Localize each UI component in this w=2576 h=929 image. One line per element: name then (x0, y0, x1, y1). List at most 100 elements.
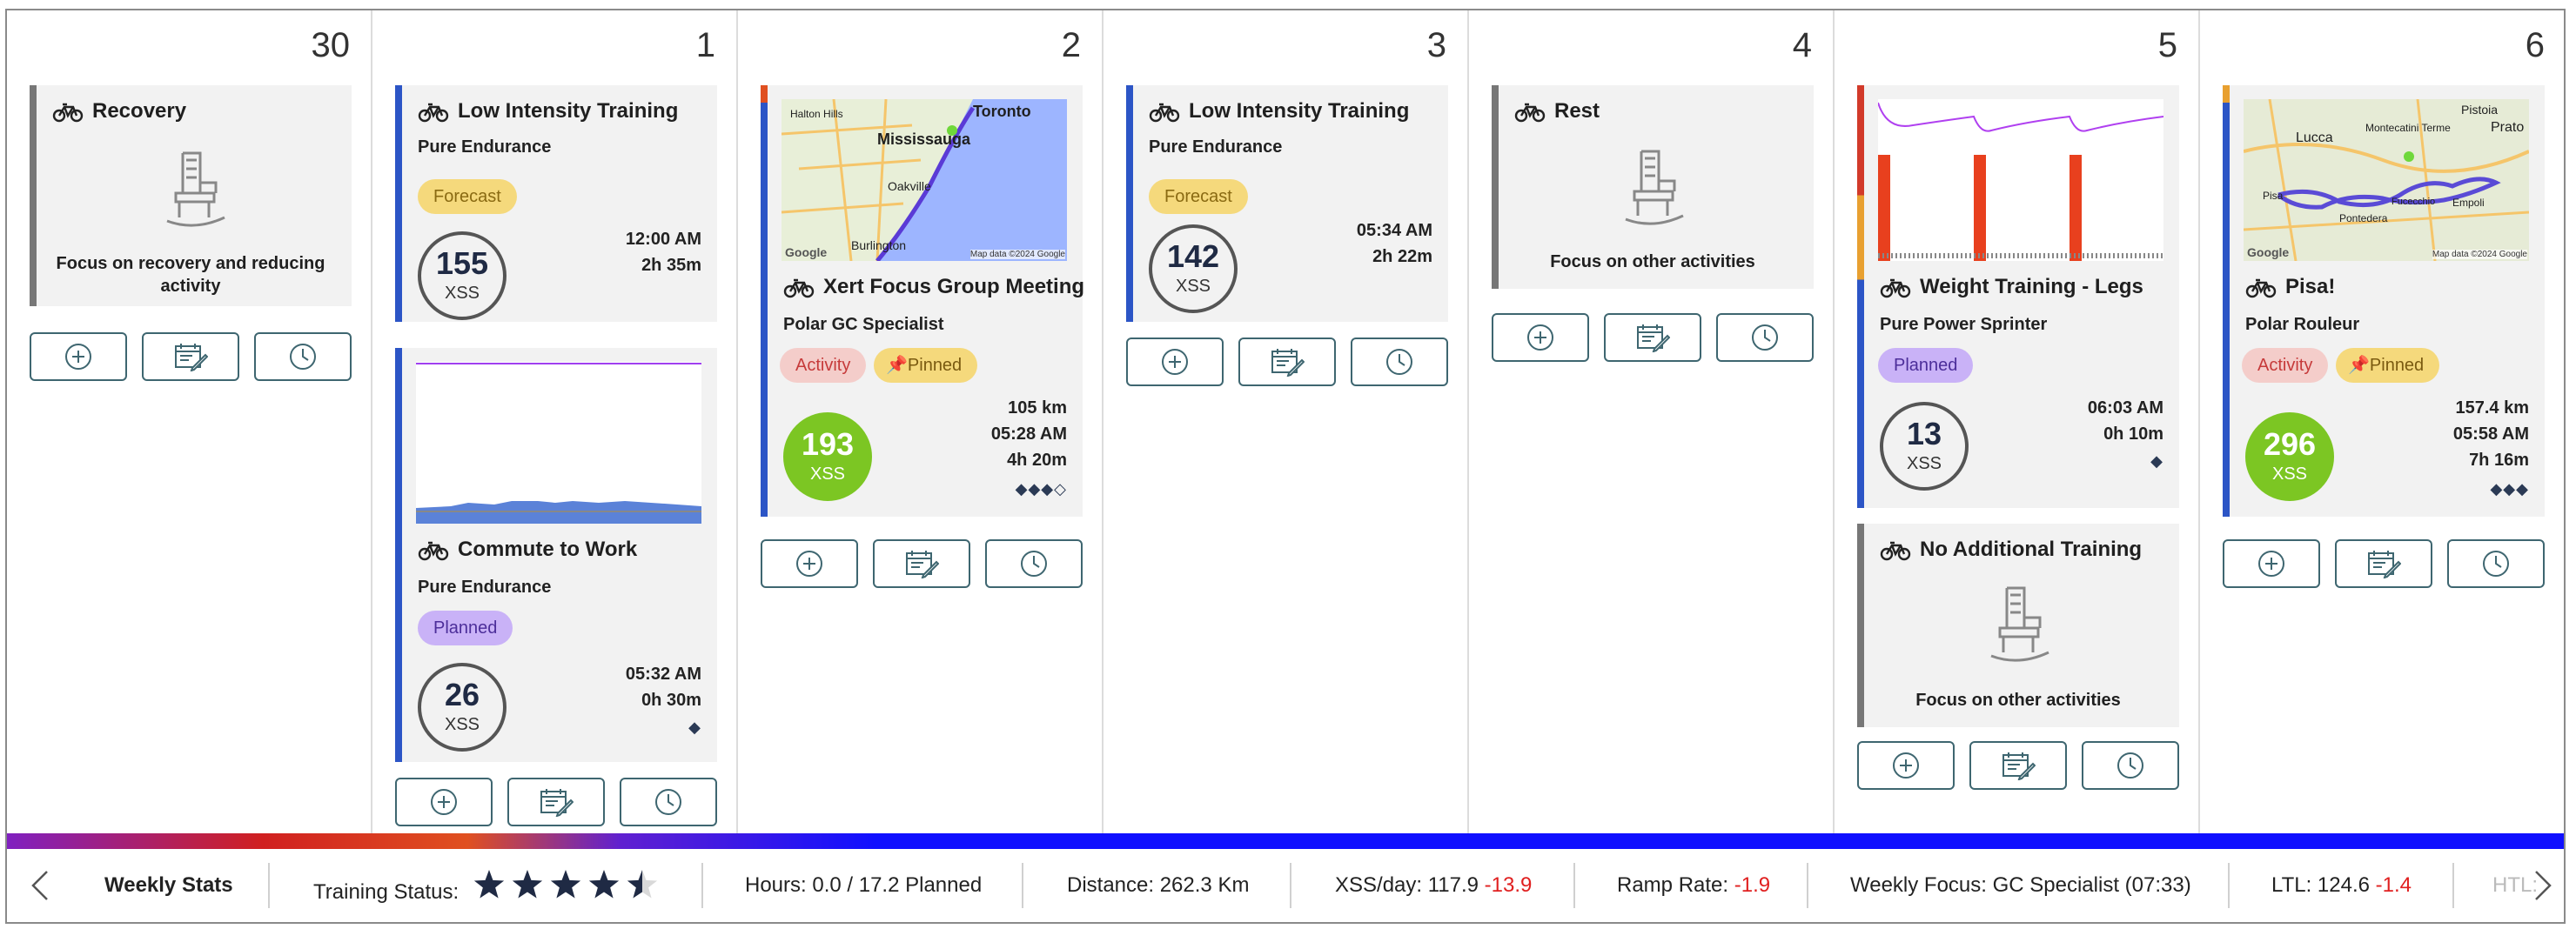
edit-plan-button[interactable] (1604, 313, 1701, 362)
card-title: No Additional Training (1880, 538, 2142, 562)
plus-circle-icon (1162, 349, 1188, 375)
card-title-text: Low Intensity Training (1189, 99, 1410, 123)
workout-card-commute[interactable]: Commute to Work Pure Endurance Planned 2… (395, 348, 717, 762)
map-label: Toronto (973, 103, 1031, 120)
card-title: Weight Training - Legs (1880, 275, 2143, 299)
clock-icon (655, 789, 681, 815)
plus-circle-icon (1527, 324, 1553, 351)
edit-plan-button[interactable] (2335, 539, 2432, 588)
card-title: Pisa! (2245, 275, 2335, 299)
divider (268, 863, 270, 908)
schedule-time-button[interactable] (2082, 741, 2179, 790)
clock-icon (1752, 324, 1778, 351)
pinned-badge[interactable]: 📌Pinned (2336, 348, 2440, 383)
difficulty-diamonds: ◆ (2150, 452, 2163, 470)
plus-circle-icon (1893, 752, 1919, 779)
hours-stat: Hours: 0.0 / 17.2 Planned (745, 873, 983, 897)
weekly-calendar: 30 Recovery Focus on recovery and reduci… (7, 10, 2564, 833)
plus-circle-icon (2258, 551, 2284, 577)
schedule-time-button[interactable] (2447, 539, 2545, 588)
add-workout-button[interactable] (761, 539, 858, 588)
card-color-bar (2223, 85, 2230, 517)
day-number: 3 (1426, 26, 1446, 64)
day-number: 30 (311, 26, 351, 64)
training-load-gradient-bar (7, 833, 2564, 849)
workout-meta: 157.4 km 05:58 AM 7h 16m (2452, 398, 2529, 470)
card-color-bar (1857, 85, 1864, 508)
xss-badge: 193 XSS (783, 412, 872, 501)
status-badge: Activity (780, 348, 867, 383)
clock-icon (2483, 551, 2509, 577)
day-column-5: 5 Weight Training - Legs Pure Power Spri… (1835, 10, 2200, 833)
map-label: Empoli (2452, 197, 2485, 209)
card-color-bar (1857, 524, 1864, 727)
bicycle-icon (783, 278, 815, 298)
edit-plan-button[interactable] (1238, 338, 1336, 386)
divider (1022, 863, 1023, 908)
card-title-text: Recovery (92, 99, 187, 123)
clock-icon (2117, 752, 2143, 779)
card-color-bar (30, 85, 37, 306)
workout-meta: 105 km 05:28 AM 4h 20m (990, 398, 1067, 470)
htl-stat: HTL: 1 (2492, 873, 2545, 897)
star-filled (512, 870, 543, 899)
workout-card-recovery[interactable]: Recovery Focus on recovery and reducing … (30, 85, 352, 306)
weekly-stats-title: Weekly Stats (104, 873, 233, 897)
divider (1290, 863, 1291, 908)
map-label: Lucca (2296, 130, 2333, 145)
add-workout-button[interactable] (1492, 313, 1589, 362)
workout-meta: 05:34 AM 2h 22m (1356, 221, 1432, 266)
schedule-time-button[interactable] (254, 332, 352, 381)
workout-card-rest[interactable]: Rest Focus on other activities (1492, 85, 1814, 289)
difficulty-diamonds: ◆◆◆ (2490, 480, 2529, 498)
calendar-edit-icon (1637, 324, 1670, 352)
workout-card-low-intensity[interactable]: Low Intensity Training Pure Endurance Fo… (1126, 85, 1448, 322)
pin-icon: 📌 (2348, 356, 2370, 375)
add-workout-button[interactable] (30, 332, 127, 381)
schedule-time-button[interactable] (1716, 313, 1814, 362)
weekly-focus-stat: Weekly Focus: GC Specialist (07:33) (1850, 873, 2191, 897)
chevron-right-icon[interactable] (2524, 868, 2559, 903)
edit-plan-button[interactable] (507, 778, 605, 826)
schedule-time-button[interactable] (620, 778, 717, 826)
power-profile-thumbnail (1878, 99, 2163, 261)
card-color-bar (1126, 85, 1133, 322)
add-workout-button[interactable] (395, 778, 493, 826)
map-graphic (782, 99, 1067, 261)
xss-badge: 13 XSS (1880, 402, 1969, 491)
power-profile-thumbnail (416, 362, 701, 524)
weekly-stats-bar: Weekly Stats Training Status: Hours: 0.0… (7, 849, 2564, 922)
card-color-bar (395, 85, 402, 322)
day-action-buttons (2223, 539, 2545, 588)
workout-card-no-additional[interactable]: No Additional Training Focus on other ac… (1857, 524, 2179, 727)
add-workout-button[interactable] (1857, 741, 1955, 790)
schedule-time-button[interactable] (1351, 338, 1448, 386)
add-workout-button[interactable] (1126, 338, 1224, 386)
card-title-text: Weight Training - Legs (1920, 275, 2143, 298)
schedule-time-button[interactable] (985, 539, 1083, 588)
card-subtitle: Pure Endurance (418, 137, 552, 157)
chevron-left-icon[interactable] (24, 868, 59, 903)
training-status-stars (472, 849, 660, 922)
map-attribution: Map data ©2024 Google (2432, 250, 2527, 259)
workout-card-low-intensity[interactable]: Low Intensity Training Pure Endurance Fo… (395, 85, 717, 322)
divider (2452, 863, 2454, 908)
star-filled (550, 870, 581, 899)
rocking-chair-icon (1625, 150, 1684, 225)
edit-plan-button[interactable] (1969, 741, 2067, 790)
workout-card-pisa[interactable]: Pistoia Prato Lucca Montecatini Terme Pi… (2223, 85, 2545, 517)
edit-plan-button[interactable] (873, 539, 970, 588)
workout-card-xert-focus[interactable]: Toronto Mississauga Oakville Burlington … (761, 85, 1084, 517)
day-number: 6 (2525, 26, 2545, 64)
pinned-badge[interactable]: 📌Pinned (874, 348, 978, 383)
calendar-frame: 30 Recovery Focus on recovery and reduci… (5, 9, 2566, 924)
card-description: Focus on other activities (1915, 691, 2121, 710)
difficulty-diamonds: ◆ (688, 718, 701, 736)
day-column-4: 4 Rest Focus on other activities (1469, 10, 1835, 833)
workout-card-weight-training[interactable]: Weight Training - Legs Pure Power Sprint… (1857, 85, 2179, 508)
day-column-6: 6 Pistoia Prato Lucca Montecatini Terme (2200, 10, 2566, 833)
card-color-bar (1492, 85, 1499, 289)
plus-circle-icon (796, 551, 822, 577)
add-workout-button[interactable] (2223, 539, 2320, 588)
edit-plan-button[interactable] (142, 332, 239, 381)
